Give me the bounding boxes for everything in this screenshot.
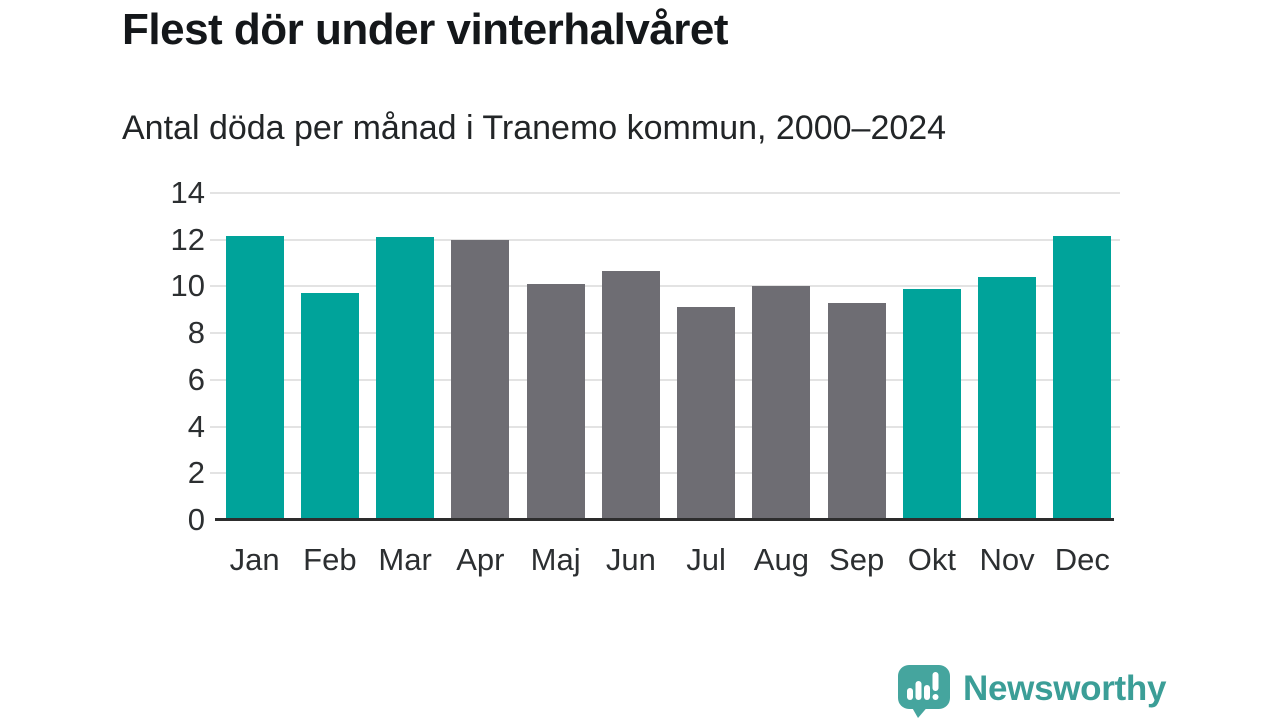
x-tick-label-jan: Jan xyxy=(229,542,280,577)
chart-subtitle: Antal döda per månad i Tranemo kommun, 2… xyxy=(122,109,947,147)
x-tick-label-maj: Maj xyxy=(530,542,581,577)
bar-jan xyxy=(225,236,284,520)
bar-jun xyxy=(601,271,660,520)
newsworthy-logo-icon xyxy=(898,665,950,718)
gridline-6 xyxy=(210,378,1120,381)
gridline-14 xyxy=(210,192,1120,194)
gridline-10 xyxy=(210,285,1120,288)
bar-mar xyxy=(376,237,435,520)
y-tick-label-0: 0 xyxy=(187,502,205,537)
bar-chart-plot xyxy=(210,192,1120,520)
gridline-4 xyxy=(210,425,1120,428)
bar-nov xyxy=(978,277,1037,520)
y-tick-label-12: 12 xyxy=(170,221,205,257)
x-tick-label-mar: Mar xyxy=(378,542,432,577)
y-tick-label-8: 8 xyxy=(187,315,205,351)
bar-jul xyxy=(677,307,736,520)
y-tick-label-14: 14 xyxy=(170,175,205,210)
newsworthy-branding: Newsworthy xyxy=(897,664,1166,718)
y-tick-label-6: 6 xyxy=(187,361,205,397)
newsworthy-logo-text: Newsworthy xyxy=(963,669,1167,708)
bar-maj xyxy=(526,284,585,520)
x-tick-label-aug: Aug xyxy=(753,542,809,577)
x-tick-label-apr: Apr xyxy=(456,542,505,577)
bar-sep xyxy=(827,302,886,520)
x-tick-label-feb: Feb xyxy=(303,542,357,577)
y-tick-label-2: 2 xyxy=(187,455,205,491)
y-tick-label-4: 4 xyxy=(187,408,205,444)
x-tick-label-okt: Okt xyxy=(907,542,956,577)
gridline-8 xyxy=(210,332,1120,335)
chart-title: Flest dör under vinterhalvåret xyxy=(122,5,729,54)
y-tick-label-10: 10 xyxy=(170,268,205,304)
bar-okt xyxy=(902,288,961,520)
bar-aug xyxy=(752,286,811,520)
x-tick-label-dec: Dec xyxy=(1054,542,1110,577)
x-tick-label-jul: Jul xyxy=(686,542,726,577)
bar-apr xyxy=(451,239,510,520)
gridline-2 xyxy=(210,472,1120,475)
x-axis-line xyxy=(215,518,1114,521)
x-tick-label-sep: Sep xyxy=(829,542,885,577)
bar-feb xyxy=(300,293,359,520)
x-tick-label-nov: Nov xyxy=(979,542,1035,577)
x-tick-label-jun: Jun xyxy=(605,542,656,577)
bar-dec xyxy=(1053,236,1112,520)
gridline-12 xyxy=(210,238,1120,241)
